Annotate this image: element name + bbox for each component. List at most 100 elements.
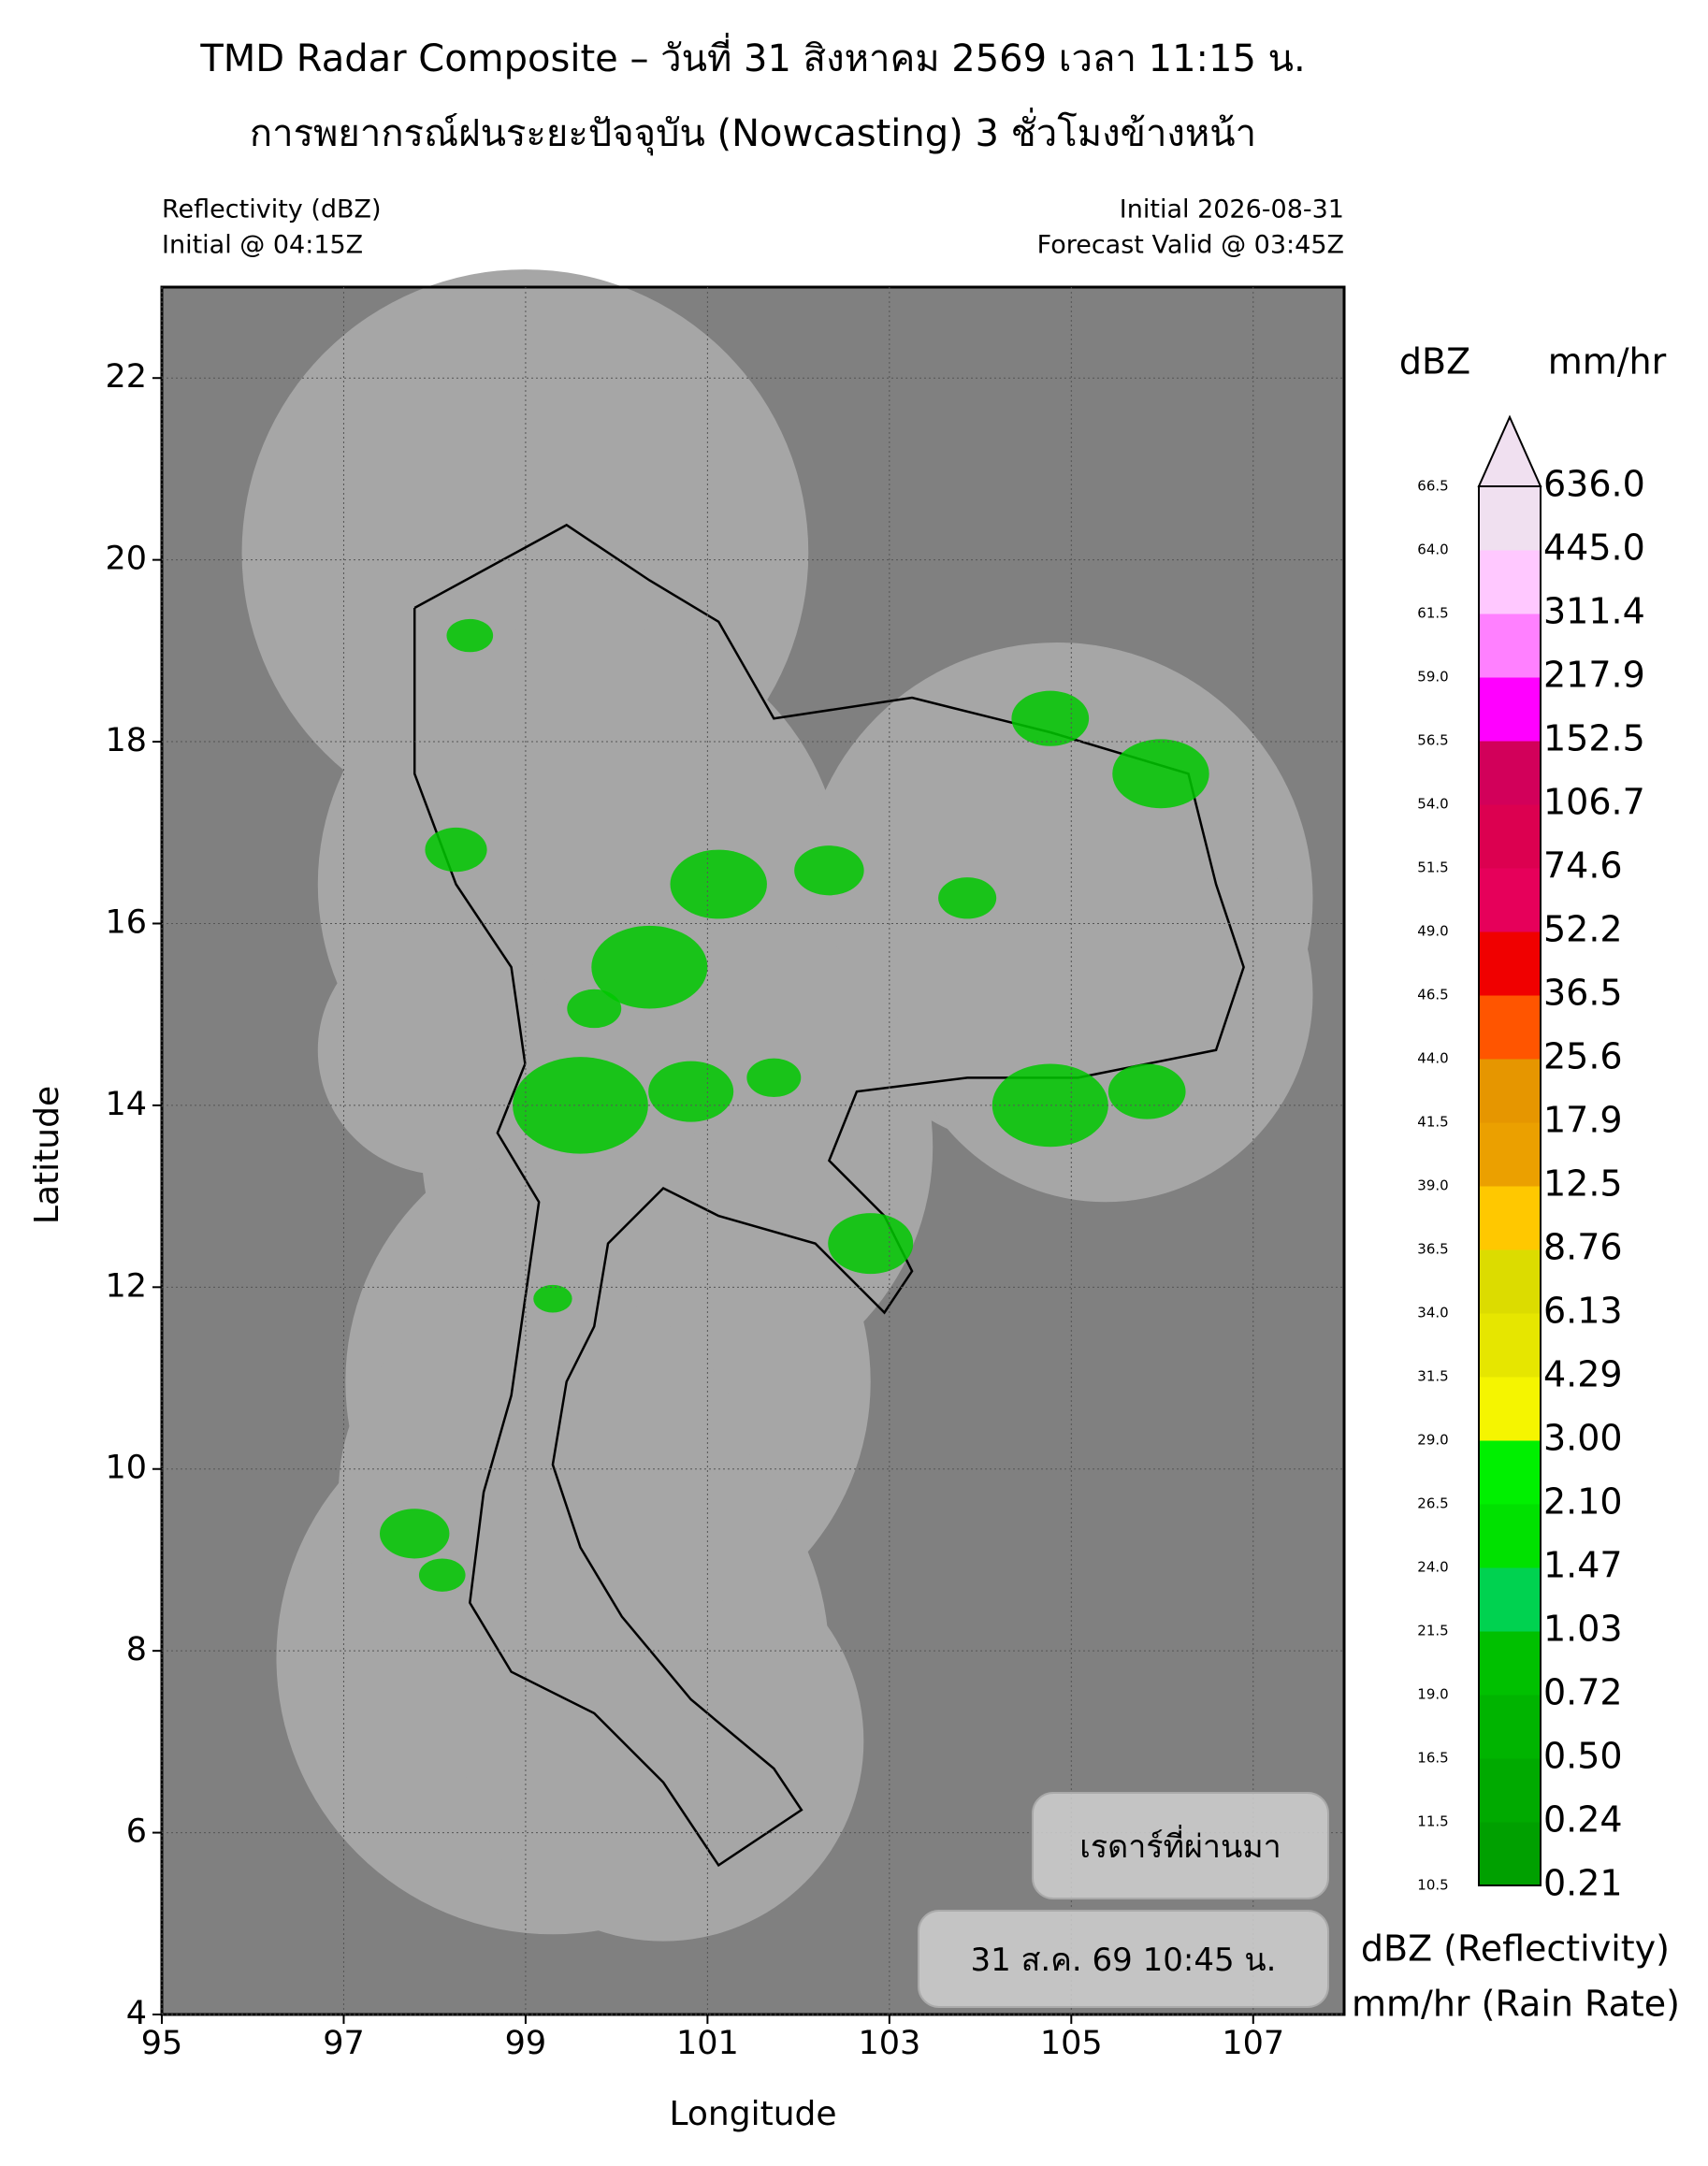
colorbar-dbz-header: dBZ xyxy=(1399,341,1470,383)
info-box-text: เรดาร์ที่ผ่านมา xyxy=(1079,1825,1281,1866)
rain-echo xyxy=(567,989,622,1029)
colorbar-rate-label: 1.47 xyxy=(1543,1545,1623,1586)
colorbar-segment xyxy=(1479,995,1541,1060)
colorbar-segment xyxy=(1479,1249,1541,1314)
colorbar-dbz-label: 26.5 xyxy=(1417,1495,1448,1512)
rain-echo xyxy=(1112,739,1209,809)
header-left: Reflectivity (dBZ) xyxy=(162,195,382,224)
rain-echo xyxy=(1011,690,1090,746)
x-tick-label: 99 xyxy=(505,2025,547,2062)
x-tick-label: 95 xyxy=(141,2025,183,2062)
colorbar-rate-label: 8.76 xyxy=(1543,1227,1623,1268)
colorbar-rate-label: 0.21 xyxy=(1543,1863,1623,1904)
colorbar-segment xyxy=(1479,1504,1541,1568)
colorbar-dbz-label: 21.5 xyxy=(1417,1623,1448,1639)
y-tick-label: 10 xyxy=(105,1450,147,1487)
colorbar-dbz-label: 19.0 xyxy=(1417,1686,1448,1703)
colorbar-dbz-label: 24.0 xyxy=(1417,1559,1448,1576)
colorbar-dbz-label: 34.0 xyxy=(1417,1305,1448,1321)
colorbar-rate-label: 1.03 xyxy=(1543,1609,1623,1650)
colorbar-segment xyxy=(1479,614,1541,678)
info-box xyxy=(918,1910,1329,2008)
x-tick-label: 101 xyxy=(676,2025,739,2062)
radar-coverage xyxy=(338,1284,754,1700)
colorbar-segment xyxy=(1479,677,1541,742)
country-outline xyxy=(413,523,1245,1868)
colorbar-rate-label: 74.6 xyxy=(1543,845,1623,887)
rain-echo xyxy=(446,618,494,653)
rain-echo xyxy=(379,1509,450,1559)
colorbar-dbz-label: 51.5 xyxy=(1417,859,1448,876)
colorbar-dbz-label: 29.0 xyxy=(1417,1432,1448,1449)
colorbar-rate-label: 12.5 xyxy=(1543,1163,1623,1205)
colorbar-segment xyxy=(1479,1059,1541,1123)
x-tick-label: 107 xyxy=(1222,2025,1284,2062)
colorbar-segment xyxy=(1479,1695,1541,1759)
colorbar-dbz-label: 41.5 xyxy=(1417,1114,1448,1131)
colorbar-rate-label: 106.7 xyxy=(1543,782,1645,823)
subtitle: การพยากรณ์ฝนระยะปัจจุบัน (Nowcasting) 3 … xyxy=(250,108,1256,156)
colorbar-segment xyxy=(1479,868,1541,932)
colorbar-rate-label: 0.72 xyxy=(1543,1672,1623,1713)
colorbar-dbz-label: 64.0 xyxy=(1417,542,1448,558)
y-axis-label: Latitude xyxy=(28,1086,66,1224)
colorbar-rate-label: 6.13 xyxy=(1543,1291,1623,1332)
y-tick-label: 20 xyxy=(105,541,147,578)
colorbar-rate-label: 0.24 xyxy=(1543,1799,1623,1841)
colorbar-dbz-label: 66.5 xyxy=(1417,478,1448,495)
rain-echo xyxy=(938,877,997,919)
colorbar-rate-label: 17.9 xyxy=(1543,1100,1623,1141)
y-tick-label: 8 xyxy=(126,1631,147,1668)
y-tick-label: 12 xyxy=(105,1267,147,1305)
colorbar-frame xyxy=(1478,485,1542,1886)
colorbar-rate-label: 311.4 xyxy=(1543,591,1645,632)
colorbar-dbz-label: 59.0 xyxy=(1417,669,1448,686)
rain-echo xyxy=(746,1058,802,1098)
rain-echo xyxy=(1107,1063,1186,1119)
colorbar-segment xyxy=(1479,1377,1541,1441)
colorbar-segment xyxy=(1479,1313,1541,1378)
rain-echo xyxy=(513,1057,648,1154)
y-tick-label: 6 xyxy=(126,1813,147,1851)
colorbar-rate-header: mm/hr xyxy=(1548,341,1667,383)
colorbar-segment xyxy=(1479,1122,1541,1187)
colorbar-dbz-label: 49.0 xyxy=(1417,923,1448,940)
colorbar-segment xyxy=(1479,1758,1541,1823)
colorbar-extend xyxy=(1477,414,1542,487)
colorbar-dbz-label: 16.5 xyxy=(1417,1750,1448,1767)
x-tick-label: 103 xyxy=(858,2025,920,2062)
info-box-text: 31 ส.ค. 69 10:45 น. xyxy=(971,1942,1277,1979)
colorbar-footer: dBZ (Reflectivity) xyxy=(1361,1928,1670,1970)
rain-echo xyxy=(828,1213,914,1275)
colorbar-segment xyxy=(1479,1822,1541,1886)
colorbar-segment xyxy=(1479,1440,1541,1505)
colorbar-rate-label: 52.2 xyxy=(1543,909,1623,950)
x-tick-label: 105 xyxy=(1040,2025,1103,2062)
colorbar-rate-label: 445.0 xyxy=(1543,527,1645,569)
rain-echo xyxy=(418,1558,466,1592)
radar-coverage xyxy=(898,787,1313,1203)
header-right: Initial 2026-08-31 xyxy=(1120,195,1344,224)
y-tick-label: 16 xyxy=(105,903,147,941)
colorbar-segment xyxy=(1479,804,1541,869)
colorbar-dbz-label: 56.5 xyxy=(1417,732,1448,749)
colorbar-segment xyxy=(1479,1631,1541,1696)
colorbar-segment xyxy=(1479,1567,1541,1632)
rain-echo xyxy=(425,827,487,873)
colorbar-rate-label: 36.5 xyxy=(1543,973,1623,1014)
x-tick-label: 97 xyxy=(323,2025,365,2062)
colorbar-segment xyxy=(1479,486,1541,551)
colorbar-rate-label: 217.9 xyxy=(1543,655,1645,696)
x-axis-label: Longitude xyxy=(669,2095,836,2133)
info-box xyxy=(1032,1792,1329,1899)
colorbar-rate-label: 636.0 xyxy=(1543,464,1645,505)
colorbar-rate-label: 3.00 xyxy=(1543,1418,1623,1459)
rain-echo xyxy=(533,1284,572,1313)
y-tick-label: 4 xyxy=(126,1995,147,2032)
header-left: Initial @ 04:15Z xyxy=(162,231,363,260)
title: TMD Radar Composite – วันที่ 31 สิงหาคม … xyxy=(199,33,1305,80)
colorbar-dbz-label: 54.0 xyxy=(1417,796,1448,813)
colorbar-rate-label: 0.50 xyxy=(1543,1736,1623,1777)
colorbar-rate-label: 25.6 xyxy=(1543,1036,1623,1077)
